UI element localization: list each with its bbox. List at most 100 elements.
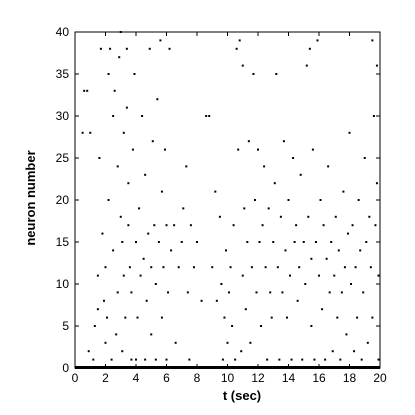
- spike-point: [89, 131, 92, 134]
- spike-point: [107, 73, 110, 75]
- spike-point: [278, 358, 281, 361]
- spike-point: [339, 358, 342, 361]
- spike-point: [374, 224, 377, 227]
- y-tick-label: 40: [56, 25, 70, 39]
- x-tick-label: 8: [194, 371, 201, 385]
- spike-point: [83, 89, 86, 92]
- spike-point: [182, 207, 185, 210]
- spike-point: [275, 73, 278, 75]
- spike-point: [136, 316, 139, 319]
- spike-point: [353, 350, 356, 353]
- spike-point: [273, 182, 276, 185]
- spike-point: [168, 47, 171, 50]
- spike-point: [192, 266, 195, 269]
- x-tick-label: 6: [163, 371, 170, 385]
- spike-point: [232, 224, 235, 227]
- spike-point: [289, 274, 292, 277]
- spike-point: [180, 241, 183, 243]
- spike-point: [299, 173, 302, 176]
- spike-point: [231, 325, 234, 327]
- spike-point: [228, 291, 231, 294]
- spike-point: [305, 64, 308, 67]
- spike-point: [211, 266, 214, 269]
- spike-point: [356, 316, 359, 319]
- spike-point: [302, 241, 305, 243]
- spike-point: [327, 165, 330, 168]
- spike-point: [121, 350, 124, 353]
- spike-point: [133, 73, 136, 75]
- spike-point: [249, 341, 252, 344]
- spike-point: [375, 64, 378, 67]
- spike-point: [293, 241, 296, 243]
- spike-point: [112, 115, 115, 117]
- spike-point: [128, 266, 131, 269]
- spike-point: [345, 333, 348, 336]
- spike-point: [292, 157, 295, 159]
- spike-point: [319, 199, 322, 201]
- spike-point: [229, 266, 232, 269]
- spike-point: [165, 358, 168, 361]
- spike-point: [122, 131, 125, 134]
- spike-point: [121, 241, 124, 243]
- spike-point: [221, 358, 224, 361]
- spike-point: [343, 266, 346, 269]
- spike-point: [148, 47, 151, 50]
- spike-point: [188, 358, 191, 361]
- spike-point: [107, 199, 110, 201]
- spike-point: [200, 299, 203, 302]
- spike-point: [359, 249, 362, 252]
- spike-point: [250, 266, 253, 269]
- spike-point: [281, 291, 284, 294]
- spike-point: [243, 207, 246, 210]
- y-tick-label: 25: [56, 151, 70, 165]
- y-tick-label: 30: [56, 109, 70, 123]
- spike-point: [125, 106, 128, 109]
- spike-point: [174, 341, 177, 344]
- spike-point: [116, 291, 119, 294]
- spike-point: [150, 333, 153, 336]
- spike-point: [241, 274, 244, 277]
- spike-point: [224, 249, 227, 252]
- spike-point: [366, 341, 369, 344]
- spike-point: [258, 241, 261, 243]
- spike-point: [205, 115, 208, 117]
- spike-point: [159, 39, 162, 42]
- x-tick-label: 16: [312, 371, 326, 385]
- x-tick-label: 12: [251, 371, 265, 385]
- spike-point: [333, 274, 336, 277]
- spike-point: [226, 341, 229, 344]
- spike-point: [336, 316, 339, 319]
- spike-point: [346, 232, 349, 235]
- spike-point: [287, 199, 290, 201]
- spike-point: [214, 190, 217, 193]
- spike-point: [141, 115, 144, 117]
- spike-point: [304, 283, 307, 285]
- spike-point: [101, 232, 104, 235]
- spike-point: [334, 215, 337, 218]
- spike-point: [234, 358, 237, 361]
- spike-point: [154, 283, 157, 285]
- spike-point: [130, 358, 133, 361]
- spike-point: [369, 266, 372, 269]
- spike-point: [296, 299, 299, 302]
- spike-point: [186, 291, 189, 294]
- spike-point: [301, 358, 304, 361]
- spike-point: [342, 190, 345, 193]
- spike-point: [110, 358, 113, 361]
- spike-point: [263, 165, 266, 168]
- spike-point: [377, 358, 380, 361]
- spike-point: [295, 224, 298, 227]
- spike-point: [253, 199, 256, 201]
- spike-point: [266, 358, 269, 361]
- spike-point: [124, 316, 127, 319]
- spike-point: [375, 182, 378, 185]
- spike-point: [348, 131, 351, 134]
- spike-point: [325, 257, 328, 260]
- spike-point: [147, 232, 150, 235]
- spike-point: [318, 274, 320, 277]
- spike-point: [372, 115, 375, 117]
- x-tick-label: 10: [221, 371, 235, 385]
- spike-point: [240, 350, 243, 353]
- spike-point: [160, 190, 163, 193]
